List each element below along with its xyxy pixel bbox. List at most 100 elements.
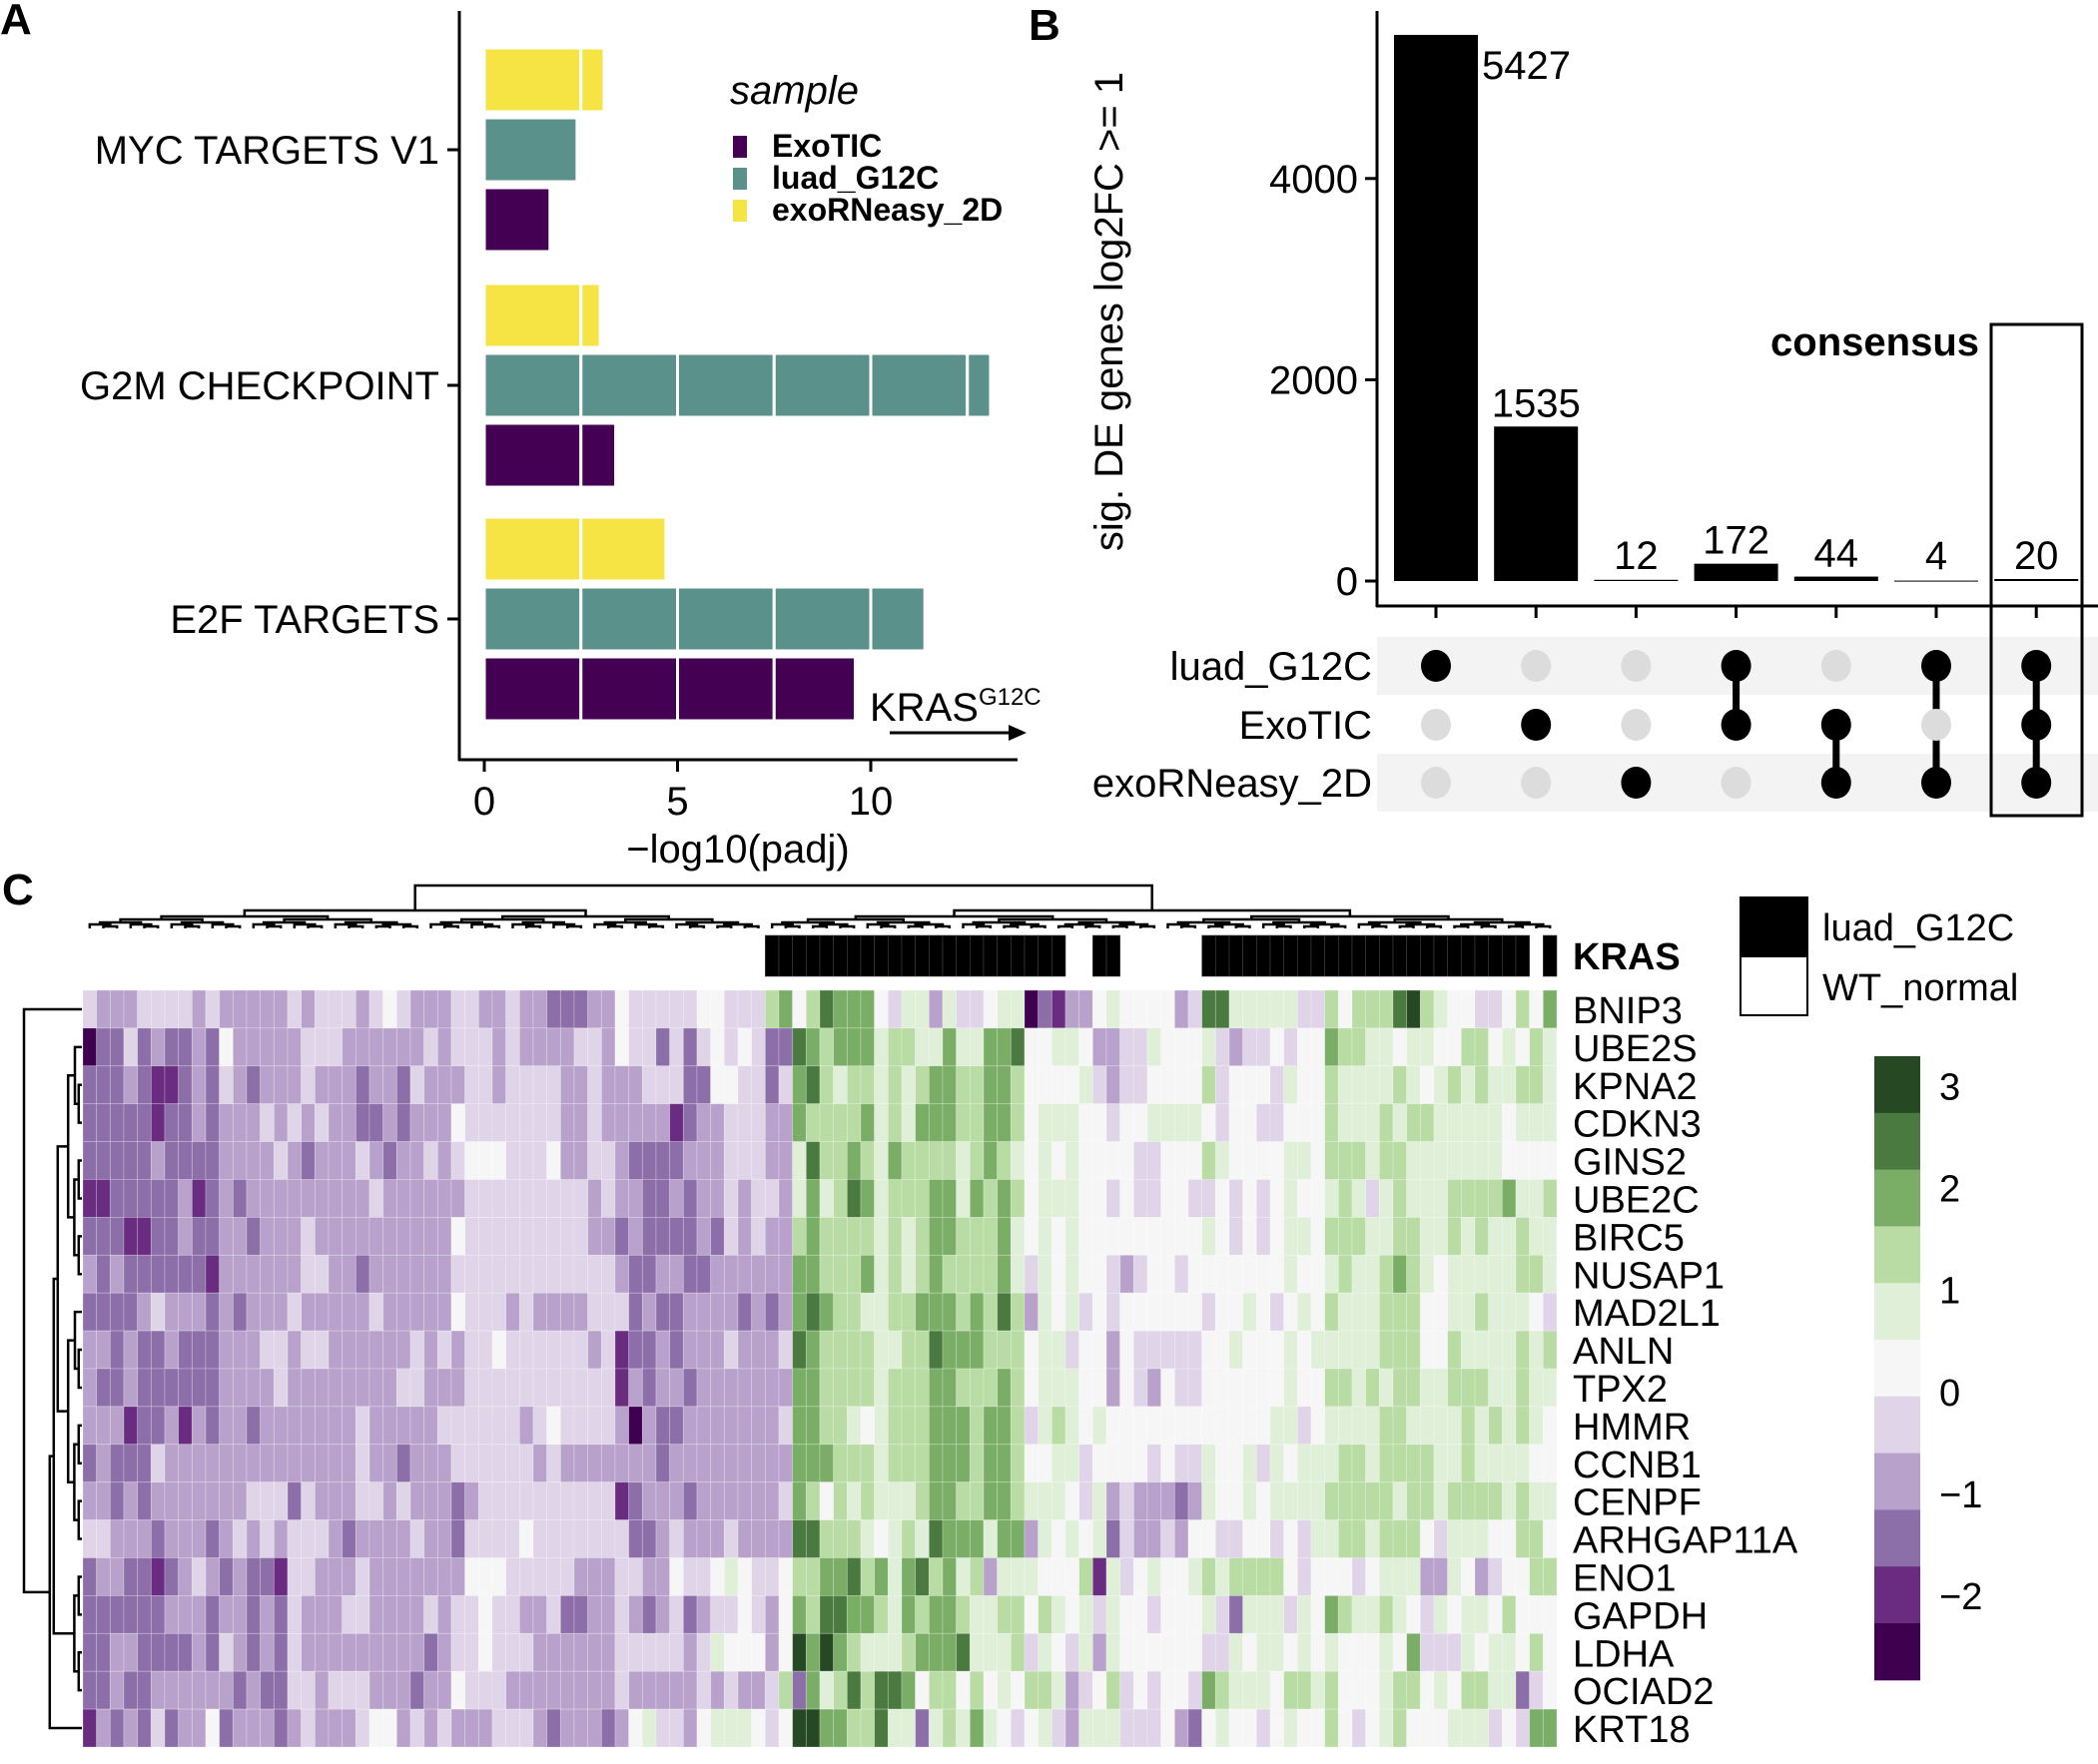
heatmap-cell <box>1542 1708 1558 1748</box>
heatmap-cell <box>737 1670 753 1710</box>
matrix-dot-inactive <box>1921 709 1951 741</box>
heatmap-cell <box>587 1557 602 1596</box>
heatmap-cell <box>778 1595 794 1634</box>
heatmap-cell <box>436 1557 452 1596</box>
heatmap-cell <box>1406 1481 1421 1520</box>
heatmap-cell <box>505 1595 520 1634</box>
heatmap-cell <box>1187 1595 1203 1634</box>
heatmap-cell <box>723 1027 739 1067</box>
heatmap-cell <box>983 1065 999 1105</box>
heatmap-cell <box>682 1027 698 1067</box>
legend-label: exoRNeasy_2D <box>772 192 1003 228</box>
heatmap-cell <box>792 1519 807 1558</box>
heatmap-cell <box>409 1179 425 1218</box>
heatmap-cell <box>164 1141 180 1180</box>
heatmap-cell <box>805 1595 821 1634</box>
heatmap-cell <box>833 1595 848 1634</box>
heatmap-cell <box>1460 1141 1476 1180</box>
heatmap-cell <box>423 1141 438 1180</box>
heatmap-cell <box>1173 1103 1189 1142</box>
heatmap-cell <box>1201 1254 1216 1294</box>
heatmap-cell <box>342 1557 356 1596</box>
heatmap-cell <box>1173 1330 1189 1370</box>
heatmap-cell <box>109 1557 125 1596</box>
heatmap-cell <box>1365 1708 1380 1748</box>
heatmap-cell <box>477 1595 493 1634</box>
heatmap-cell <box>1392 1292 1408 1332</box>
heatmap-cell <box>1201 1557 1216 1596</box>
heatmap-row <box>82 1595 1558 1634</box>
heatmap-cell <box>219 989 234 1029</box>
heatmap-cell <box>1269 1557 1285 1596</box>
heatmap-cell <box>983 1595 999 1634</box>
heatmap-cell <box>1201 1179 1216 1218</box>
heatmap-cell <box>655 1708 671 1748</box>
heatmap-cell <box>833 1708 848 1748</box>
heatmap-cell <box>942 1368 958 1408</box>
heatmap-cell <box>846 1406 862 1446</box>
heatmap-cell <box>1406 1179 1421 1218</box>
heatmap-cell <box>137 1557 152 1596</box>
heatmap-cell <box>655 1557 671 1596</box>
heatmap-cell <box>1433 1027 1449 1067</box>
heatmap-cell <box>314 1292 330 1332</box>
heatmap-cell <box>1488 1065 1503 1105</box>
heatmap-cell <box>1078 1330 1093 1370</box>
heatmap-cell <box>260 1557 275 1596</box>
heatmap-cell <box>614 1557 630 1596</box>
heatmap-cell <box>505 1406 520 1446</box>
heatmap-cell <box>587 1103 602 1142</box>
heatmap-cell <box>860 1027 876 1067</box>
heatmap-cell <box>696 1065 712 1105</box>
heatmap-cell <box>969 1481 985 1520</box>
heatmap-cell <box>1242 1141 1257 1180</box>
heatmap-cell <box>710 1141 725 1180</box>
heatmap-cell <box>1201 1330 1216 1370</box>
heatmap-cell <box>846 1217 862 1256</box>
heatmap-cell <box>164 1632 180 1672</box>
heatmap-cell <box>1064 1557 1080 1596</box>
heatmap-cell <box>956 1254 971 1294</box>
heatmap-cell <box>669 1254 684 1294</box>
heatmap-cell <box>1296 1141 1312 1180</box>
heatmap-cell <box>164 1708 180 1748</box>
heatmap-cell <box>409 1444 425 1483</box>
heatmap-cell <box>395 1444 411 1483</box>
heatmap-cell <box>1433 1444 1449 1483</box>
heatmap-cell <box>191 1670 207 1710</box>
heatmap-cell <box>587 1027 602 1067</box>
heatmap-row <box>82 1330 1558 1370</box>
heatmap-cell <box>792 1330 807 1370</box>
heatmap-cell <box>150 1330 166 1370</box>
heatmap-cell <box>1419 1519 1435 1558</box>
consensus-highlight-box <box>1989 322 2084 818</box>
colorbar-band <box>1874 1112 1920 1171</box>
heatmap-cell <box>1419 1027 1435 1067</box>
heatmap-cell <box>751 1330 766 1370</box>
heatmap-cell <box>1078 1670 1093 1710</box>
heatmap-cell <box>1529 1368 1544 1408</box>
heatmap-cell <box>164 1330 180 1370</box>
dendrogram-branch <box>348 924 364 928</box>
heatmap-cell <box>1255 1557 1271 1596</box>
heatmap-cell <box>928 1670 944 1710</box>
heatmap-cell <box>409 1519 425 1558</box>
heatmap-cell <box>546 1027 561 1067</box>
heatmap-cell <box>1324 1519 1339 1558</box>
heatmap-cell <box>1146 1368 1162 1408</box>
heatmap-cell <box>614 1406 630 1446</box>
heatmap-row <box>82 1254 1558 1294</box>
dendrogram-branch <box>839 924 856 928</box>
heatmap-cell <box>669 1708 684 1748</box>
heatmap-cell <box>191 1217 207 1256</box>
matrix-dot-inactive <box>1421 709 1451 741</box>
heatmap-cell <box>96 1254 111 1294</box>
heatmap-cell <box>273 1632 289 1672</box>
heatmap-cell <box>833 1103 848 1142</box>
heatmap-cell <box>205 1179 221 1218</box>
heatmap-cell <box>1119 1444 1134 1483</box>
heatmap-cell <box>1078 1481 1093 1520</box>
heatmap-cell <box>1406 989 1421 1029</box>
heatmap-cell <box>246 1595 262 1634</box>
heatmap-cell <box>669 1406 684 1446</box>
